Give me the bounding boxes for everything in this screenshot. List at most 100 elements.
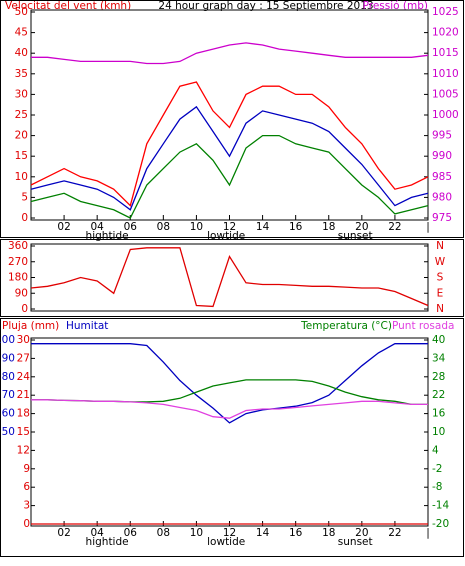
x-tick-label: 14: [256, 527, 270, 539]
legend-temperature: Temperatura (°C): [300, 320, 392, 332]
x-tick-label: 22: [388, 221, 401, 233]
y2-tick-label: E: [437, 287, 444, 299]
y2-tick-label: 22: [432, 389, 445, 401]
y-tick-label: 21: [17, 389, 30, 401]
y2-tick-label: -20: [432, 518, 449, 530]
y2-tick-label: -14: [432, 500, 449, 512]
x-tick-label: 10: [190, 221, 203, 233]
y-tick-label: 40: [15, 47, 28, 59]
x-tick-label: 20: [355, 527, 368, 539]
y-tick-label: 50: [15, 6, 28, 18]
y3-tick-label: 60: [2, 408, 15, 420]
wind-label: Velocitat del vent (kmh): [5, 0, 131, 12]
series-line: [30, 134, 429, 219]
event-label: sunset: [338, 230, 373, 242]
y2-tick-label: 1025: [432, 6, 459, 18]
x-tick-label: 06: [124, 527, 138, 539]
series-line: [31, 399, 428, 419]
y2-tick-label: N: [436, 303, 444, 315]
y-tick-label: 3: [23, 500, 30, 512]
y-tick-label: 270: [8, 256, 28, 268]
y3-tick-label: 100: [0, 334, 15, 346]
series-line: [31, 343, 428, 424]
y2-tick-label: W: [435, 256, 446, 268]
x-tick-label: 02: [57, 221, 70, 233]
y2-tick-label: 1015: [432, 47, 459, 59]
x-tick-label: 04: [90, 221, 104, 233]
series-line: [31, 42, 429, 65]
y-tick-label: 180: [8, 272, 28, 284]
y-tick-label: 90: [15, 287, 28, 299]
y-tick-label: 5: [21, 191, 28, 203]
x-tick-label: 10: [190, 527, 203, 539]
y2-tick-label: 16: [432, 408, 446, 420]
y-tick-label: 30: [17, 334, 30, 346]
y2-tick-label: 980: [432, 191, 452, 203]
y3-tick-label: 80: [2, 371, 15, 383]
y-tick-label: 15: [15, 150, 28, 162]
x-tick-label: 18: [322, 527, 335, 539]
y2-tick-label: 40: [432, 334, 445, 346]
y-tick-label: 24: [17, 371, 31, 383]
legend-humidity: Humitat: [66, 320, 108, 332]
y2-tick-label: 34: [432, 352, 446, 364]
y2-tick-label: 28: [432, 371, 445, 383]
y-tick-label: 45: [15, 27, 28, 39]
legend-rain: Pluja (mm): [2, 320, 59, 332]
panel-frame: [0, 318, 464, 557]
panel-frame: [0, 0, 464, 238]
series-line: [30, 81, 429, 207]
y2-tick-label: 1000: [432, 109, 459, 121]
y2-tick-label: 985: [432, 171, 452, 183]
series-line: [30, 105, 429, 211]
event-label: lowtide: [207, 536, 245, 548]
y-tick-label: 20: [15, 130, 28, 142]
x-tick-label: 16: [289, 221, 303, 233]
y-tick-label: 6: [23, 481, 30, 493]
y-tick-label: 9: [23, 463, 30, 475]
legend-dewpoint: Punt rosada: [392, 320, 454, 332]
x-tick-label: 14: [256, 221, 270, 233]
x-tick-label: |: [426, 221, 430, 233]
y-tick-label: 30: [15, 88, 28, 100]
pressure-label: Pressió (mb): [363, 0, 428, 12]
y-tick-label: 18: [17, 408, 30, 420]
y3-tick-label: 90: [2, 352, 15, 364]
plot-frame: [30, 243, 429, 312]
series-line: [30, 247, 429, 308]
y-tick-label: 10: [15, 171, 28, 183]
y2-tick-label: 1005: [432, 88, 459, 100]
y-tick-label: 0: [21, 212, 28, 224]
y-tick-label: 25: [15, 109, 28, 121]
x-tick-label: |: [426, 527, 430, 539]
y-tick-label: 0: [23, 518, 30, 530]
event-label: sunset: [338, 536, 373, 548]
x-tick-label: 12: [223, 527, 236, 539]
y2-tick-label: 4: [432, 444, 439, 456]
y-tick-label: 0: [21, 303, 28, 315]
x-tick-label: 16: [289, 527, 303, 539]
y2-tick-label: N: [436, 240, 444, 252]
x-tick-label: 08: [157, 221, 170, 233]
x-tick-label: 04: [90, 527, 104, 539]
x-tick-label: 06: [124, 221, 138, 233]
x-tick-label: 08: [157, 527, 170, 539]
event-label: hightide: [86, 230, 129, 242]
y2-tick-label: 990: [432, 150, 452, 162]
y2-tick-label: S: [437, 272, 444, 284]
y3-tick-label: 70: [2, 389, 15, 401]
event-label: lowtide: [207, 230, 245, 242]
plot-frame: [30, 9, 429, 221]
panel-frame: [0, 239, 464, 317]
y2-tick-label: -8: [432, 481, 442, 493]
y-tick-label: 35: [15, 68, 28, 80]
y2-tick-label: 1020: [432, 27, 459, 39]
y2-tick-label: 10: [432, 426, 445, 438]
y2-tick-label: 1010: [432, 68, 459, 80]
x-tick-label: 12: [223, 221, 236, 233]
y2-tick-label: 995: [432, 130, 452, 142]
x-tick-label: 22: [388, 527, 401, 539]
y-tick-label: 15: [17, 426, 30, 438]
plot-frame: [30, 337, 429, 527]
